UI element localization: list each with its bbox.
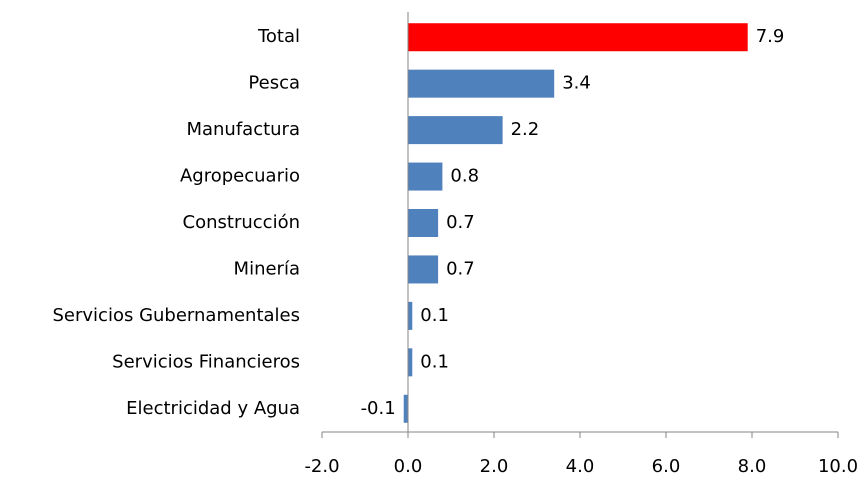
- x-tick-label: -2.0: [304, 456, 339, 477]
- bar: [408, 209, 439, 237]
- category-label: Construcción: [183, 212, 300, 233]
- category-label: Pesca: [248, 73, 300, 94]
- category-label: Manufactura: [186, 119, 300, 140]
- x-tick-label: 2.0: [480, 456, 509, 477]
- bar: [408, 348, 413, 377]
- bar: [408, 69, 555, 98]
- value-label: 3.4: [562, 73, 591, 94]
- bar: [408, 301, 413, 330]
- category-label: Servicios Gubernamentales: [53, 305, 301, 326]
- category-label: Electricidad y Agua: [126, 398, 300, 419]
- category-label: Servicios Financieros: [112, 351, 300, 372]
- category-label: Minería: [234, 258, 300, 279]
- x-tick-label: 4.0: [566, 456, 595, 477]
- value-label: 0.7: [446, 212, 475, 233]
- bar: [408, 255, 439, 284]
- x-tick-label: 10.0: [818, 456, 858, 477]
- x-tick-label: 6.0: [652, 456, 681, 477]
- x-tick-label: 0.0: [394, 456, 423, 477]
- bar: [403, 394, 408, 423]
- category-label: Agropecuario: [180, 166, 300, 187]
- value-label: 0.1: [420, 305, 449, 326]
- value-label: 2.2: [511, 119, 540, 140]
- category-label: Total: [257, 26, 300, 47]
- bar: [408, 162, 443, 191]
- bar: [408, 116, 503, 145]
- value-label: -0.1: [361, 398, 396, 419]
- value-label: 0.7: [446, 258, 475, 279]
- bar: [408, 23, 748, 52]
- value-label: 7.9: [756, 26, 785, 47]
- value-label: 0.1: [420, 351, 449, 372]
- x-tick-label: 8.0: [738, 456, 767, 477]
- value-label: 0.8: [450, 166, 479, 187]
